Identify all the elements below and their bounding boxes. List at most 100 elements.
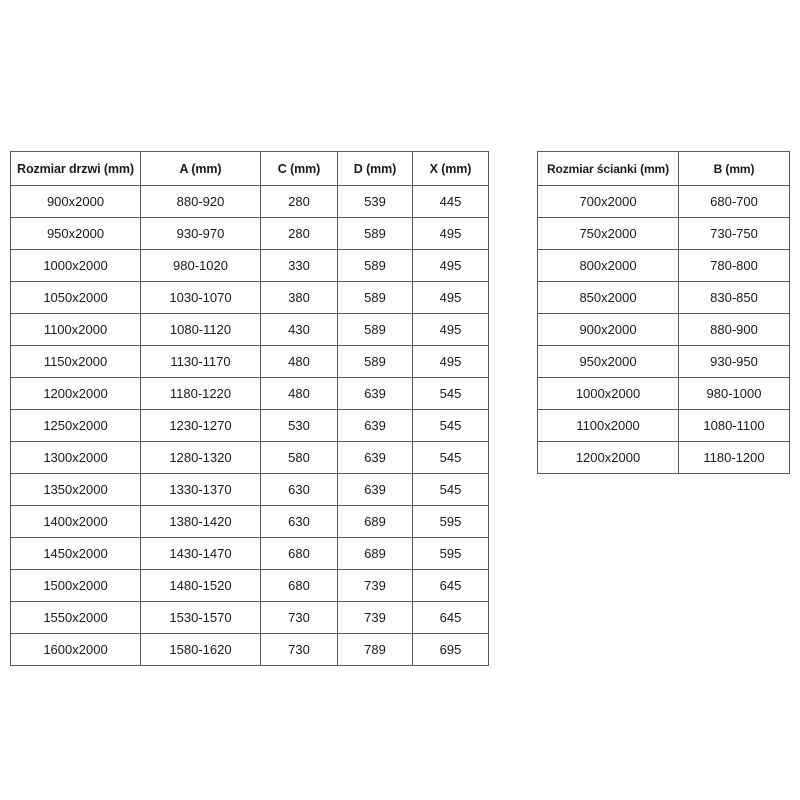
table-row: 1550x2000 1530-1570 730 739 645 bbox=[10, 601, 489, 634]
table-row: 1400x2000 1380-1420 630 689 595 bbox=[10, 505, 489, 538]
cell-x: 495 bbox=[412, 345, 489, 378]
table-row: 1000x2000 980-1000 bbox=[537, 377, 790, 410]
table-row: 1200x2000 1180-1200 bbox=[537, 441, 790, 474]
cell-a: 1130-1170 bbox=[140, 345, 261, 378]
cell-d: 589 bbox=[337, 217, 413, 250]
cell-d: 539 bbox=[337, 185, 413, 218]
cell-d: 589 bbox=[337, 345, 413, 378]
cell-x: 545 bbox=[412, 441, 489, 474]
cell-door-size: 1000x2000 bbox=[10, 249, 141, 282]
cell-wall-size: 850x2000 bbox=[537, 281, 679, 314]
column-header-x: X (mm) bbox=[412, 151, 489, 186]
table-row: 700x2000 680-700 bbox=[537, 185, 790, 218]
cell-wall-size: 1100x2000 bbox=[537, 409, 679, 442]
table-row: 850x2000 830-850 bbox=[537, 281, 790, 314]
cell-door-size: 1300x2000 bbox=[10, 441, 141, 474]
table-row: 1350x2000 1330-1370 630 639 545 bbox=[10, 473, 489, 506]
cell-d: 639 bbox=[337, 473, 413, 506]
column-header-door-size: Rozmiar drzwi (mm) bbox=[10, 151, 141, 186]
cell-d: 739 bbox=[337, 601, 413, 634]
cell-d: 639 bbox=[337, 441, 413, 474]
cell-x: 495 bbox=[412, 217, 489, 250]
cell-a: 1380-1420 bbox=[140, 505, 261, 538]
cell-d: 589 bbox=[337, 313, 413, 346]
cell-door-size: 1050x2000 bbox=[10, 281, 141, 314]
cell-a: 1280-1320 bbox=[140, 441, 261, 474]
cell-c: 680 bbox=[260, 569, 338, 602]
table-row: 1100x2000 1080-1100 bbox=[537, 409, 790, 442]
cell-c: 530 bbox=[260, 409, 338, 442]
column-header-wall-size: Rozmiar ścianki (mm) bbox=[537, 151, 679, 186]
cell-b: 1080-1100 bbox=[678, 409, 790, 442]
cell-d: 789 bbox=[337, 633, 413, 666]
cell-a: 1230-1270 bbox=[140, 409, 261, 442]
cell-c: 280 bbox=[260, 185, 338, 218]
column-header-d: D (mm) bbox=[337, 151, 413, 186]
cell-wall-size: 1000x2000 bbox=[537, 377, 679, 410]
table-header-row: Rozmiar drzwi (mm) A (mm) C (mm) D (mm) … bbox=[10, 151, 489, 186]
cell-a: 1430-1470 bbox=[140, 537, 261, 570]
column-header-a: A (mm) bbox=[140, 151, 261, 186]
cell-wall-size: 750x2000 bbox=[537, 217, 679, 250]
cell-a: 1080-1120 bbox=[140, 313, 261, 346]
cell-c: 730 bbox=[260, 601, 338, 634]
table-row: 1100x2000 1080-1120 430 589 495 bbox=[10, 313, 489, 346]
cell-wall-size: 900x2000 bbox=[537, 313, 679, 346]
cell-c: 430 bbox=[260, 313, 338, 346]
cell-door-size: 1600x2000 bbox=[10, 633, 141, 666]
cell-x: 645 bbox=[412, 569, 489, 602]
cell-d: 739 bbox=[337, 569, 413, 602]
cell-a: 1530-1570 bbox=[140, 601, 261, 634]
cell-a: 1180-1220 bbox=[140, 377, 261, 410]
cell-door-size: 1450x2000 bbox=[10, 537, 141, 570]
cell-x: 495 bbox=[412, 281, 489, 314]
cell-c: 580 bbox=[260, 441, 338, 474]
wall-panel-size-table: Rozmiar ścianki (mm) B (mm) 700x2000 680-… bbox=[537, 151, 790, 474]
table-row: 1450x2000 1430-1470 680 689 595 bbox=[10, 537, 489, 570]
cell-x: 545 bbox=[412, 377, 489, 410]
door-size-table: Rozmiar drzwi (mm) A (mm) C (mm) D (mm) … bbox=[10, 151, 489, 666]
cell-c: 480 bbox=[260, 377, 338, 410]
cell-x: 545 bbox=[412, 473, 489, 506]
cell-door-size: 1150x2000 bbox=[10, 345, 141, 378]
cell-d: 639 bbox=[337, 377, 413, 410]
cell-d: 589 bbox=[337, 249, 413, 282]
cell-a: 880-920 bbox=[140, 185, 261, 218]
cell-x: 595 bbox=[412, 537, 489, 570]
cell-door-size: 950x2000 bbox=[10, 217, 141, 250]
cell-d: 639 bbox=[337, 409, 413, 442]
cell-wall-size: 950x2000 bbox=[537, 345, 679, 378]
cell-b: 880-900 bbox=[678, 313, 790, 346]
table-row: 900x2000 880-920 280 539 445 bbox=[10, 185, 489, 218]
table-header-row: Rozmiar ścianki (mm) B (mm) bbox=[537, 151, 790, 186]
cell-c: 380 bbox=[260, 281, 338, 314]
cell-a: 1580-1620 bbox=[140, 633, 261, 666]
cell-d: 589 bbox=[337, 281, 413, 314]
table-row: 750x2000 730-750 bbox=[537, 217, 790, 250]
table-row: 1300x2000 1280-1320 580 639 545 bbox=[10, 441, 489, 474]
cell-a: 980-1020 bbox=[140, 249, 261, 282]
cell-door-size: 1400x2000 bbox=[10, 505, 141, 538]
cell-wall-size: 700x2000 bbox=[537, 185, 679, 218]
table-row: 800x2000 780-800 bbox=[537, 249, 790, 282]
table-row: 1250x2000 1230-1270 530 639 545 bbox=[10, 409, 489, 442]
cell-wall-size: 800x2000 bbox=[537, 249, 679, 282]
cell-door-size: 1500x2000 bbox=[10, 569, 141, 602]
cell-door-size: 1100x2000 bbox=[10, 313, 141, 346]
cell-a: 930-970 bbox=[140, 217, 261, 250]
cell-c: 630 bbox=[260, 505, 338, 538]
cell-b: 980-1000 bbox=[678, 377, 790, 410]
cell-d: 689 bbox=[337, 537, 413, 570]
table-row: 1200x2000 1180-1220 480 639 545 bbox=[10, 377, 489, 410]
cell-d: 689 bbox=[337, 505, 413, 538]
cell-c: 630 bbox=[260, 473, 338, 506]
table-row: 1150x2000 1130-1170 480 589 495 bbox=[10, 345, 489, 378]
cell-c: 480 bbox=[260, 345, 338, 378]
cell-c: 730 bbox=[260, 633, 338, 666]
cell-door-size: 1550x2000 bbox=[10, 601, 141, 634]
cell-door-size: 1250x2000 bbox=[10, 409, 141, 442]
cell-a: 1030-1070 bbox=[140, 281, 261, 314]
cell-x: 495 bbox=[412, 249, 489, 282]
table-row: 950x2000 930-970 280 589 495 bbox=[10, 217, 489, 250]
